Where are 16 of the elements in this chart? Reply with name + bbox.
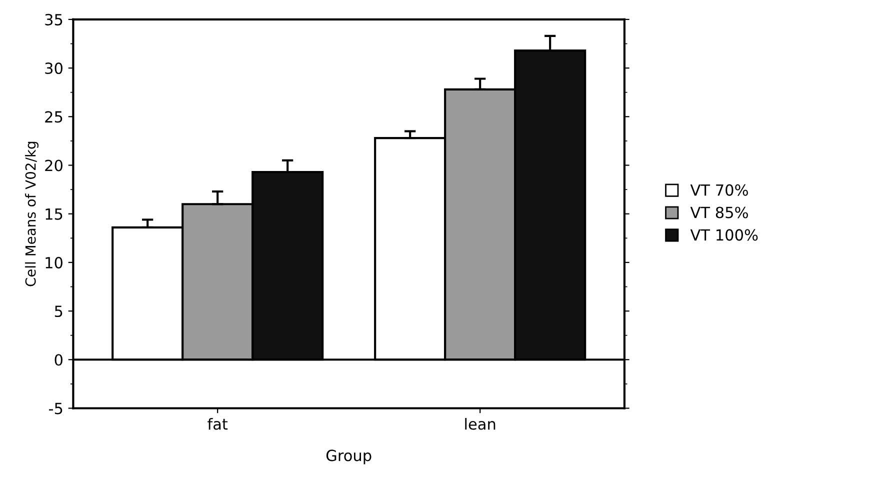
y-tick-label: 20: [45, 160, 62, 172]
y-tick-label: 30: [45, 62, 62, 74]
y-tick-label: 15: [46, 208, 62, 220]
y-axis-title: Cell Means of V02/kg: [25, 142, 38, 286]
y-tick-label: 0: [54, 354, 62, 366]
y-tick-label: 25: [45, 111, 62, 123]
y-tick-label: -5: [49, 402, 62, 414]
y-tick-label: 5: [54, 306, 62, 318]
x-axis-title: Group: [326, 450, 372, 464]
legend-label: VT 100%: [690, 229, 758, 241]
y-tick-label: 35: [45, 14, 62, 26]
x-tick-label: lean: [465, 418, 496, 430]
legend-label: VT 85%: [690, 206, 748, 218]
y-tick-label: 10: [46, 256, 62, 268]
x-tick-label: fat: [208, 418, 228, 430]
legend-label: VT 70%: [690, 184, 748, 196]
